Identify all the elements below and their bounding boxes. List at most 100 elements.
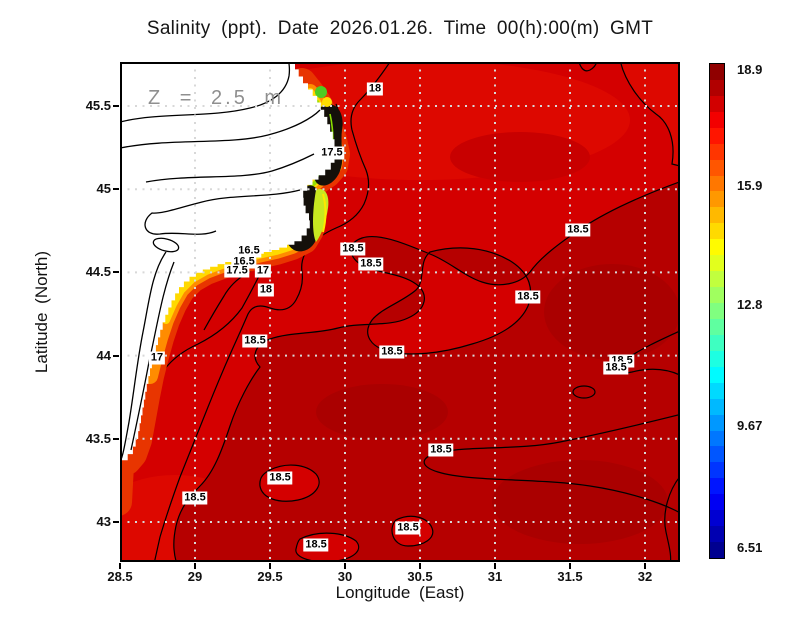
contour-label: 18.5 [182, 491, 208, 505]
x-tick-label: 28.5 [107, 569, 133, 584]
x-tickmark [494, 563, 496, 569]
colorbar-segment [710, 303, 724, 319]
y-tickmark [113, 188, 119, 191]
contour-18-5-south-snake [423, 413, 680, 514]
coastline-delta-mid-arm [145, 153, 315, 183]
x-tickmark [569, 563, 571, 569]
sea-darker-patch-southeast [492, 460, 668, 544]
y-tick-label: 43 [96, 514, 111, 529]
coastline-lagoons-south-outer [120, 251, 167, 463]
colorbar-segment [710, 350, 724, 367]
x-tick-label: 31 [487, 569, 503, 584]
colorbar-segment [710, 430, 724, 447]
colorbar-segment [710, 334, 724, 351]
colorbar-segment [710, 175, 724, 192]
y-tick-label: 44.5 [85, 264, 111, 280]
colorbar-segment [710, 159, 724, 176]
y-tick-label: 45 [96, 181, 111, 197]
coastline-delta-south-arm [144, 189, 301, 235]
contour-label: 18.5 [379, 345, 405, 359]
coastline-north [120, 62, 291, 123]
colorbar-segment [710, 318, 724, 335]
y-tick-label: 44 [96, 347, 111, 363]
x-tick-label: 30 [337, 569, 353, 584]
mouth-sliver-yellow-2 [322, 193, 327, 233]
contour-label: 17 [254, 264, 272, 278]
colorbar-segment [710, 127, 724, 144]
colorbar-segment [710, 287, 724, 303]
x-tickmark [269, 563, 271, 569]
colorbar-segment [710, 366, 724, 383]
colorbar-segment [710, 95, 724, 112]
x-tickmark [644, 563, 646, 569]
colorbar-segment [710, 207, 724, 224]
land-mass [120, 62, 336, 465]
colorbar-segment [710, 510, 724, 527]
contour-small-loop [572, 385, 596, 399]
contour-label: 18.5 [603, 361, 629, 375]
y-tickmark [113, 354, 119, 357]
contour-label: 18.5 [515, 290, 541, 304]
colorbar-tick-label: 6.51 [737, 540, 763, 555]
mouth-green-patch [315, 86, 327, 98]
depth-annotation: Z = 2.5 m [148, 87, 285, 109]
x-tick-label: 30.5 [407, 569, 433, 584]
colorbar-segment [710, 191, 724, 208]
colorbar-segment [710, 398, 724, 415]
colorbar-segment [710, 143, 724, 160]
contour-label: 18.5 [428, 443, 454, 457]
colorbar-segment [710, 462, 724, 479]
colorbar-segment [710, 111, 724, 128]
colorbar-segment [710, 255, 724, 272]
contour-label: 18.5 [340, 242, 366, 256]
y-tickmark [113, 437, 119, 440]
chart-title: Salinity (ppt). Date 2026.01.26. Time 00… [146, 18, 654, 39]
colorbar-tick-label: 15.9 [737, 177, 763, 193]
colorbar-tick-label: 12.8 [737, 297, 763, 313]
colorbar-segment [710, 63, 724, 80]
sea-darker-patch-east [544, 264, 680, 360]
colorbar-segment [710, 223, 724, 240]
contour-18 [153, 62, 391, 562]
contour-label: 18.5 [358, 257, 384, 271]
colorbar-segment [710, 526, 724, 543]
map-plot-area [120, 62, 680, 562]
x-tick-label: 32 [637, 569, 653, 584]
contour-label: 18.5 [303, 538, 329, 552]
contour-label: 18.5 [242, 334, 268, 348]
coastline-lagoon-loop [152, 237, 180, 253]
colorbar-segment [710, 494, 724, 511]
contour-label: 17.5 [224, 264, 250, 278]
colorbar-segment [710, 542, 724, 558]
colorbar-tick-label: 9.67 [737, 418, 763, 434]
x-tickmark [119, 563, 121, 569]
gridlines [120, 62, 680, 562]
y-tickmark [113, 105, 119, 107]
x-axis-title: Longitude (East) [335, 583, 465, 602]
colorbar-segment [710, 79, 724, 96]
x-tickmark [419, 563, 421, 569]
y-tickmark [113, 271, 119, 274]
colorbar-segment [710, 271, 724, 288]
contour-label: 16.5 [236, 244, 262, 258]
contour-label: 18 [366, 82, 384, 96]
contour-label: 18 [257, 283, 275, 297]
mouth-yellow-patch [322, 97, 332, 107]
y-tick-label: 45.5 [85, 98, 111, 113]
contour-bottom-right-corner [664, 475, 680, 562]
x-tickmark [194, 563, 196, 569]
colorbar-segment [710, 382, 724, 399]
colorbar-tick-label: 18.9 [737, 62, 763, 77]
x-tick-label: 31.5 [557, 569, 583, 584]
colorbar-segment [710, 414, 724, 431]
contour-label: 18.5 [395, 521, 421, 535]
y-axis-title: Latitude (North) [32, 250, 51, 374]
coastline-delta-north-arm [120, 109, 321, 149]
x-tick-label: 29.5 [257, 569, 283, 584]
colorbar-segment [710, 446, 724, 463]
colorbar-segment [710, 478, 724, 495]
sea-bright-corner-northeast [619, 62, 680, 167]
colorbar [709, 63, 725, 559]
x-tickmark [344, 563, 346, 569]
contour-label: 18.5 [267, 471, 293, 485]
